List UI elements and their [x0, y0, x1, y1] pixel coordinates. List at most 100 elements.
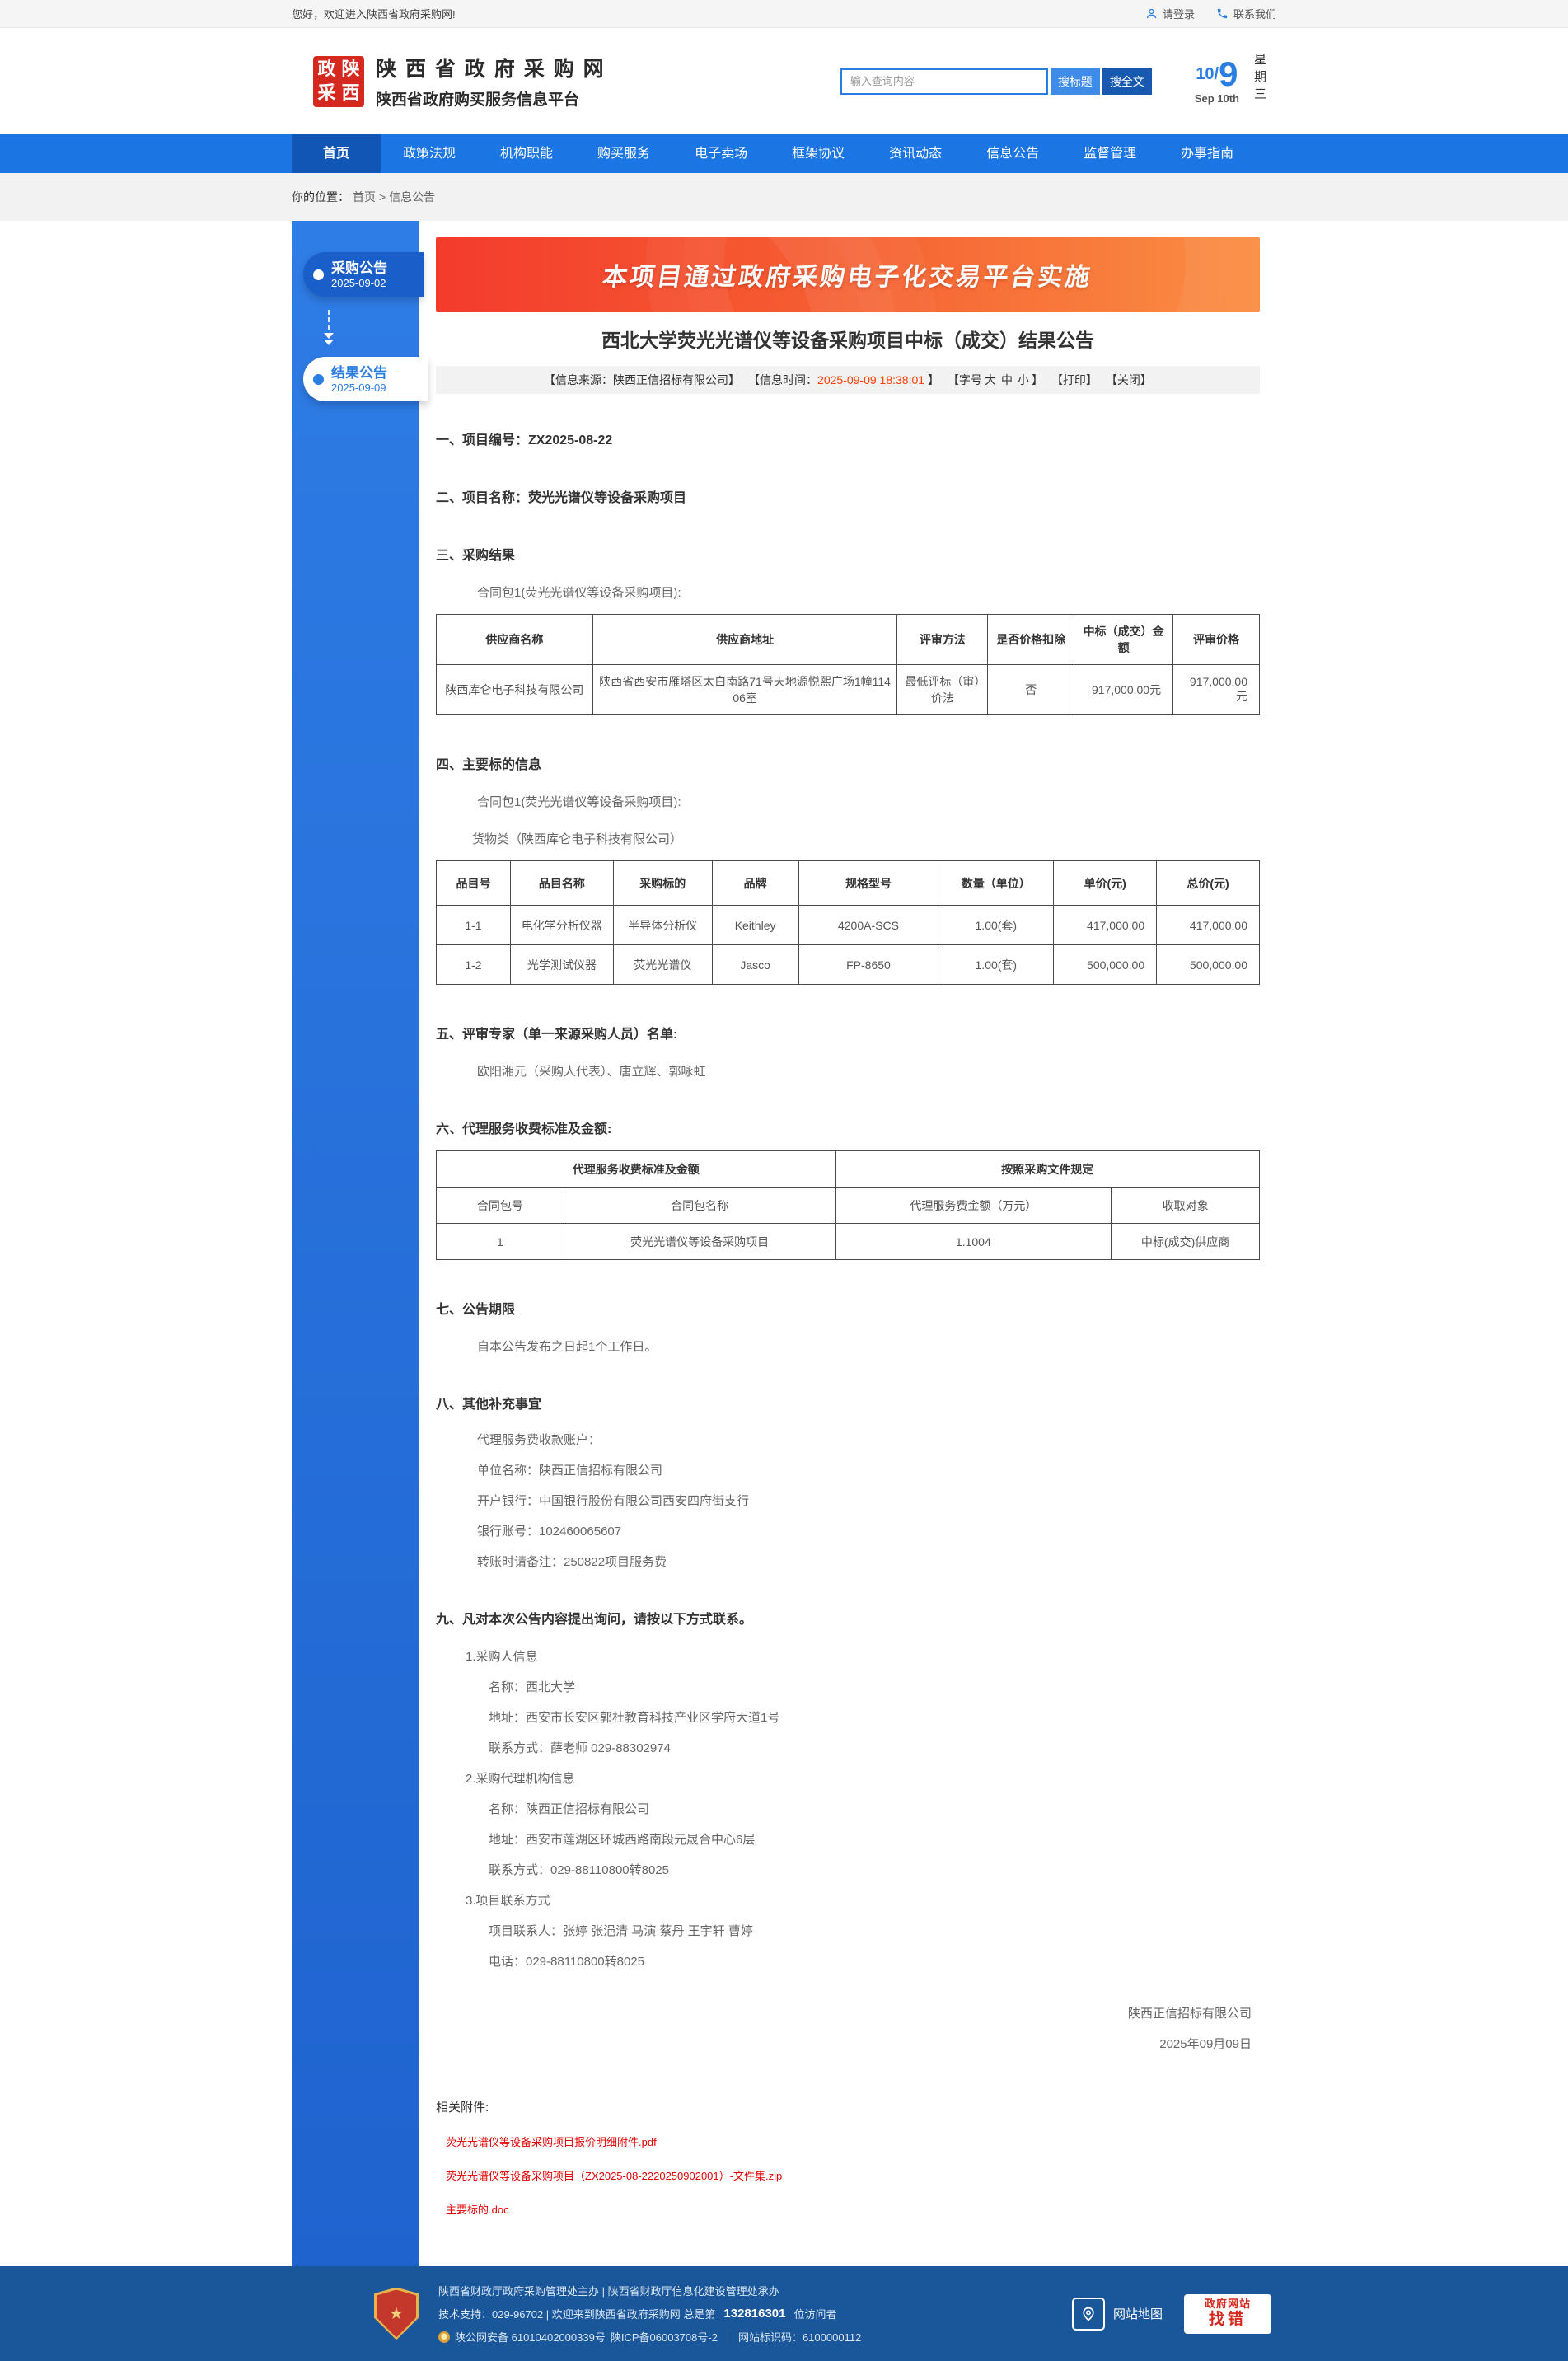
font-medium-button[interactable]: 中	[1000, 373, 1013, 386]
column-header: 评审价格	[1172, 614, 1260, 665]
table-cell: 1.00(套)	[938, 905, 1055, 945]
login-link[interactable]: 请登录	[1145, 6, 1195, 21]
footer-host-line: 陕西省财政厅政府采购管理处主办 | 陕西省财政厅信息化建设管理处承办	[438, 2285, 779, 2298]
contact-group-title: 2.采购代理机构信息	[466, 1772, 575, 1786]
website-error-report-badge[interactable]: 政府网站 找错	[1184, 2293, 1271, 2334]
attachment-link-doc[interactable]: 主要标的.doc	[446, 2204, 509, 2216]
sitemap-link[interactable]: 网站地图	[1071, 2297, 1163, 2331]
contact-line: 项目联系人：张婷 张浥清 马演 蔡丹 王宇轩 曹婷	[489, 1924, 753, 1938]
step-dot-icon	[313, 269, 324, 280]
contact-group-title: 3.项目联系方式	[466, 1894, 550, 1908]
timeline-arrow-icon	[292, 310, 366, 345]
government-emblem-icon: ★	[374, 2287, 419, 2340]
table-cell: 否	[987, 664, 1075, 715]
signature-date: 2025年09月09日	[1159, 2037, 1252, 2051]
table-cell: 中标(成交)供应商	[1111, 1223, 1260, 1260]
column-header: 数量（单位）	[938, 860, 1055, 906]
nav-item-functions[interactable]: 机构职能	[500, 147, 554, 161]
attachment-link-pdf[interactable]: 荧光光谱仪等设备采购项目报价明细附件.pdf	[446, 2136, 657, 2148]
step-dot-icon	[313, 373, 324, 385]
table-cell: Keithley	[711, 905, 799, 945]
breadcrumb-label: 你的位置：	[292, 190, 349, 204]
section-contact: 九、凡对本次公告内容提出询问，请按以下方式联系。	[436, 1613, 753, 1627]
table-cell: FP-8650	[798, 944, 939, 985]
font-small-button[interactable]: 小	[1017, 373, 1029, 386]
date-month: 10/	[1196, 65, 1219, 83]
site-code: 网站标识码：6100000112	[737, 2331, 862, 2344]
print-button[interactable]: 【打印】	[1051, 373, 1098, 386]
sidebar-item-result-announcement[interactable]: 结果公告 2025-09-09	[303, 357, 428, 401]
experts-names: 欧阳湘元（采购人代表）、唐立辉、郭咏虹	[477, 1065, 706, 1079]
icp-link[interactable]: 陕ICP备06003708号-2	[610, 2331, 718, 2344]
meta-time: 【信息时间：2025-09-09 18:38:01 】	[748, 373, 939, 386]
table-cell: 917,000.00元	[1172, 664, 1260, 715]
goods-type-note: 货物类（陕西库仑电子科技有限公司）	[472, 832, 683, 846]
table-row: 1 荧光光谱仪等设备采购项目 1.1004 中标(成交)供应商	[436, 1223, 1260, 1260]
search-input[interactable]	[840, 68, 1048, 95]
contact-line: 名称：陕西正信招标有限公司	[489, 1802, 650, 1816]
top-bar: 您好，欢迎进入陕西省政府采购网! 请登录 联系我们	[0, 0, 1568, 28]
table-cell: 陕西省西安市雁塔区太白南路71号天地源悦熙广场1幢11406室	[592, 664, 898, 715]
nav-item-guide[interactable]: 办事指南	[1181, 147, 1234, 161]
column-header: 采购标的	[612, 860, 713, 906]
user-icon	[1145, 7, 1158, 20]
breadcrumb-separator: >	[379, 190, 386, 204]
timeline-sidebar: 采购公告 2025-09-02 结果公告 2025-09-09	[292, 221, 428, 2266]
site-subtitle: 陕西省政府购买服务信息平台	[376, 91, 580, 109]
nav-item-announcements[interactable]: 信息公告	[986, 147, 1040, 161]
package-note: 合同包1(荧光光谱仪等设备采购项目):	[477, 586, 681, 600]
site-header: 政 陕 采 西 陕 西 省 政 府 采 购 网 陕西省政府购买服务信息平台 搜标…	[0, 28, 1568, 134]
section-experts: 五、评审专家（单一来源采购人员）名单:	[436, 1028, 678, 1042]
column-header: 代理服务收费标准及金额	[436, 1150, 836, 1188]
date-weekday: 星期三	[1252, 52, 1266, 105]
attachment-link-zip[interactable]: 荧光光谱仪等设备采购项目（ZX2025-08-2220250902001）-文件…	[446, 2170, 783, 2182]
table-cell: 417,000.00	[1156, 905, 1260, 945]
breadcrumb-home-link[interactable]: 首页	[353, 190, 376, 204]
section-project-number: 一、项目编号：ZX2025-08-22	[436, 433, 613, 447]
section-announcement-period: 七、公告期限	[436, 1303, 516, 1317]
footer-support-line: 技术支持：029-96702 | 欢迎来到陕西省政府采购网 总是第 132816…	[438, 2307, 837, 2321]
detail-line: 开户银行：中国银行股份有限公司西安四府街支行	[477, 1494, 750, 1508]
table-cell: 陕西库仑电子科技有限公司	[436, 664, 593, 715]
column-header: 总价(元)	[1156, 860, 1260, 906]
contact-line: 地址：西安市莲湖区环城西路南段元晟合中心6层	[489, 1833, 756, 1847]
signature-company: 陕西正信招标有限公司	[1127, 2007, 1252, 2021]
nav-item-policy[interactable]: 政策法规	[403, 147, 456, 161]
phone-icon	[1216, 7, 1229, 20]
welcome-text: 您好，欢迎进入陕西省政府采购网!	[292, 8, 456, 21]
sidebar-item-procurement-announcement[interactable]: 采购公告 2025-09-02	[303, 252, 424, 297]
column-header: 品目号	[436, 860, 511, 906]
contact-line: 联系方式：029-88110800转8025	[489, 1863, 670, 1877]
nav-item-news[interactable]: 资讯动态	[889, 147, 943, 161]
nav-item-framework[interactable]: 框架协议	[792, 147, 845, 161]
column-header: 评审方法	[896, 614, 989, 665]
announcement-period-text: 自本公告发布之日起1个工作日。	[477, 1340, 658, 1354]
font-large-button[interactable]: 大	[984, 373, 996, 386]
table-cell: 500,000.00	[1053, 944, 1158, 985]
column-header: 单价(元)	[1053, 860, 1158, 906]
banner-text: 本项目通过政府采购电子化交易平台实施	[601, 264, 1094, 291]
column-header: 中标（成交）金额	[1074, 614, 1174, 665]
column-header: 是否价格扣除	[987, 614, 1075, 665]
nav-item-emall[interactable]: 电子卖场	[695, 147, 748, 161]
beian-link[interactable]: 陕公网安备 61010402000339号	[455, 2331, 606, 2344]
site-logo[interactable]: 政 陕 采 西 陕 西 省 政 府 采 购 网 陕西省政府购买服务信息平台	[313, 53, 606, 110]
search-fulltext-button[interactable]: 搜全文	[1102, 68, 1152, 95]
breadcrumb-current: 信息公告	[389, 190, 436, 204]
search-title-button[interactable]: 搜标题	[1050, 68, 1100, 95]
attachments-label: 相关附件:	[436, 2101, 489, 2115]
date-english: Sep 10th	[1194, 92, 1239, 105]
article-meta-bar: 【信息来源：陕西正信招标有限公司】 【信息时间：2025-09-09 18:38…	[436, 366, 1260, 394]
nav-item-supervision[interactable]: 监督管理	[1084, 147, 1137, 161]
site-title: 陕 西 省 政 府 采 购 网	[376, 58, 606, 81]
nav-item-purchase-service[interactable]: 购买服务	[597, 147, 651, 161]
contact-line: 电话：029-88110800转8025	[489, 1955, 645, 1969]
section-project-name: 二、项目名称：荧光光谱仪等设备采购项目	[436, 491, 687, 505]
close-button[interactable]: 【关闭】	[1105, 373, 1152, 386]
contact-line: 联系方式：薛老师 029-88302974	[489, 1741, 671, 1755]
section-main-subject-info: 四、主要标的信息	[436, 758, 542, 772]
contact-line: 名称：西北大学	[489, 1680, 576, 1694]
platform-banner: 本项目通过政府采购电子化交易平台实施	[436, 237, 1260, 312]
nav-item-home[interactable]: 首页	[292, 134, 381, 173]
contact-link[interactable]: 联系我们	[1216, 6, 1276, 21]
